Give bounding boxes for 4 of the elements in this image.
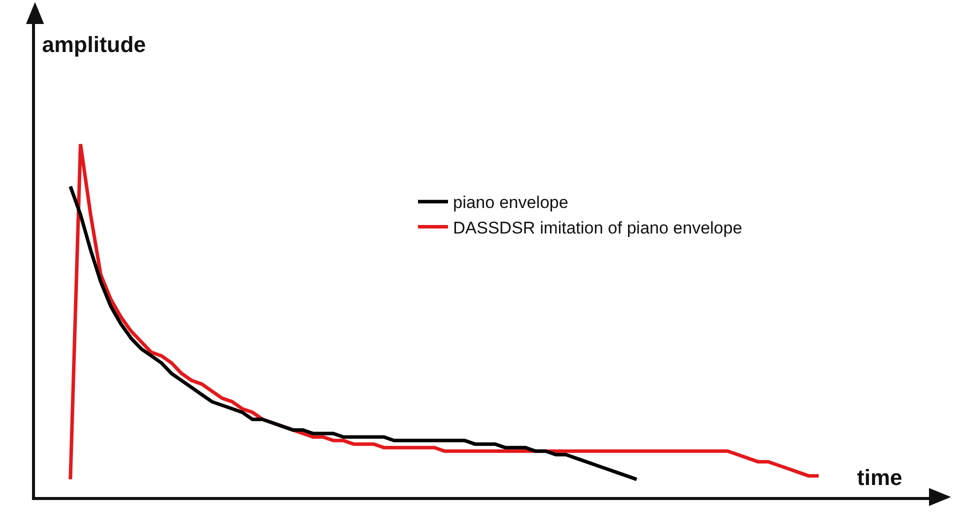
x-axis-title: time	[857, 465, 902, 490]
legend-label: piano envelope	[453, 193, 568, 212]
y-axis-title: amplitude	[42, 32, 146, 57]
legend-label: DASSDSR imitation of piano envelope	[453, 218, 742, 238]
